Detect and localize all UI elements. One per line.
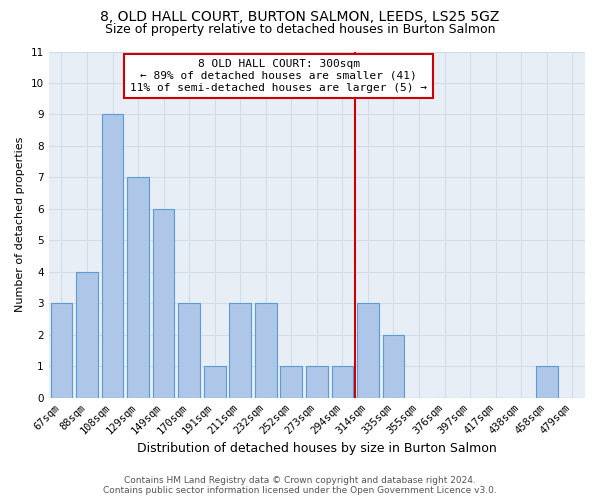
Bar bbox=[101, 114, 124, 398]
Bar bbox=[50, 304, 72, 398]
Bar bbox=[255, 304, 277, 398]
Text: Size of property relative to detached houses in Burton Salmon: Size of property relative to detached ho… bbox=[105, 22, 495, 36]
Y-axis label: Number of detached properties: Number of detached properties bbox=[15, 137, 25, 312]
Text: Contains HM Land Registry data © Crown copyright and database right 2024.
Contai: Contains HM Land Registry data © Crown c… bbox=[103, 476, 497, 495]
Bar bbox=[178, 304, 200, 398]
Bar bbox=[536, 366, 557, 398]
Text: 8, OLD HALL COURT, BURTON SALMON, LEEDS, LS25 5GZ: 8, OLD HALL COURT, BURTON SALMON, LEEDS,… bbox=[100, 10, 500, 24]
Bar bbox=[332, 366, 353, 398]
Bar bbox=[357, 304, 379, 398]
Bar bbox=[127, 178, 149, 398]
Text: 8 OLD HALL COURT: 300sqm
← 89% of detached houses are smaller (41)
11% of semi-d: 8 OLD HALL COURT: 300sqm ← 89% of detach… bbox=[130, 60, 427, 92]
Bar bbox=[76, 272, 98, 398]
Bar bbox=[306, 366, 328, 398]
Bar bbox=[153, 209, 175, 398]
Bar bbox=[383, 335, 404, 398]
Bar bbox=[280, 366, 302, 398]
X-axis label: Distribution of detached houses by size in Burton Salmon: Distribution of detached houses by size … bbox=[137, 442, 497, 455]
Bar bbox=[229, 304, 251, 398]
Bar bbox=[204, 366, 226, 398]
